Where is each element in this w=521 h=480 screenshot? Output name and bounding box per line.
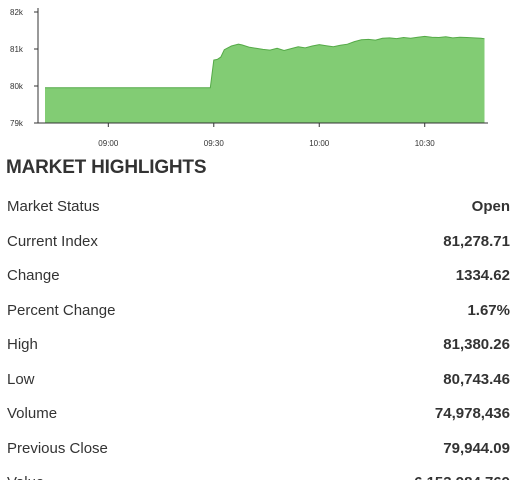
row-value: 1.67% [467, 301, 510, 319]
index-area-chart: 82k 81k 80k 79k 09:00 09:30 10:00 10:30 [10, 8, 488, 148]
y-tick-label: 81k [10, 45, 24, 54]
index-chart: 82k 81k 80k 79k 09:00 09:30 10:00 10:30 [0, 0, 521, 152]
row-value: 79,944.09 [443, 439, 510, 457]
highlight-row-change: Change 1334.62 [0, 259, 521, 294]
market-highlights-title: MARKET HIGHLIGHTS [6, 157, 207, 178]
row-label: Percent Change [7, 301, 116, 319]
highlight-row-market-status: Market Status Open [0, 190, 521, 225]
highlight-row-volume: Volume 74,978,436 [0, 397, 521, 432]
highlight-row-low: Low 80,743.46 [0, 363, 521, 398]
row-label: Previous Close [7, 439, 108, 457]
row-value: 81,278.71 [443, 232, 510, 250]
x-axis-ticks: 09:00 09:30 10:00 10:30 [98, 123, 435, 148]
x-tick-label: 10:00 [309, 139, 330, 148]
highlight-row-high: High 81,380.26 [0, 328, 521, 363]
row-label: Change [7, 267, 60, 284]
highlights-table: Market Status Open Current Index 81,278.… [0, 190, 521, 480]
x-tick-label: 09:00 [98, 139, 119, 148]
row-label: Volume [7, 405, 58, 422]
x-tick-label: 10:30 [415, 139, 436, 148]
highlight-row-value: Value 6,153,984,769 [0, 466, 521, 480]
y-tick-label: 80k [10, 82, 24, 91]
highlight-row-current-index: Current Index 81,278.71 [0, 225, 521, 260]
row-value: Open [471, 198, 510, 215]
row-value: 80,743.46 [443, 370, 510, 388]
y-tick-label: 79k [10, 119, 24, 128]
area-fill [45, 36, 485, 123]
y-tick-label: 82k [10, 8, 24, 17]
x-tick-label: 09:30 [204, 139, 225, 148]
row-value: 81,380.26 [443, 336, 510, 353]
row-value: 1334.62 [455, 267, 510, 284]
y-axis-ticks: 82k 81k 80k 79k [10, 8, 38, 128]
area-line [45, 35, 485, 89]
row-label: Current Index [7, 232, 98, 250]
row-label: High [7, 336, 38, 353]
row-label: Low [7, 370, 35, 388]
highlight-row-previous-close: Previous Close 79,944.09 [0, 432, 521, 467]
highlight-row-percent-change: Percent Change 1.67% [0, 294, 521, 329]
row-value: 74,978,436 [434, 405, 510, 422]
row-label: Value [7, 466, 44, 480]
row-label: Market Status [7, 198, 100, 215]
row-value: 6,153,984,769 [414, 466, 510, 480]
